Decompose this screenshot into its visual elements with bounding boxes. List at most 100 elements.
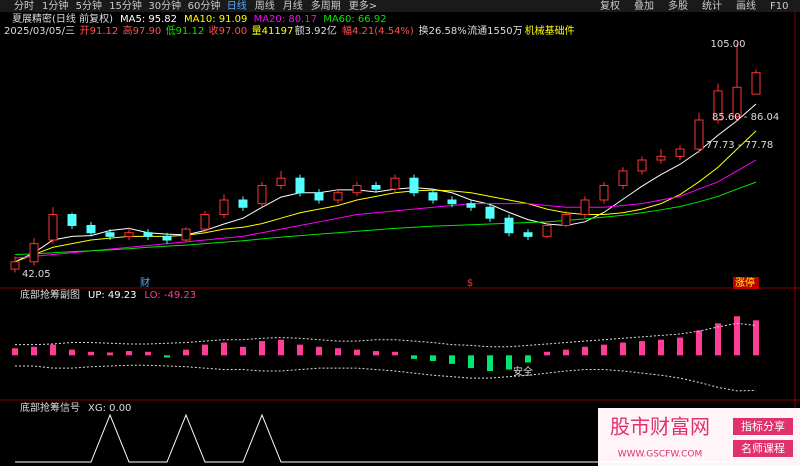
- candle-body: [219, 199, 229, 216]
- price-label: 85.60 - 86.04: [712, 112, 779, 123]
- legend-entry: MA20: 80.17: [254, 14, 317, 25]
- candle-body: [10, 261, 20, 270]
- indicator-bar: [392, 351, 398, 356]
- event-marker: 涨停: [735, 276, 755, 289]
- candle-body: [29, 243, 39, 263]
- candle-body: [713, 90, 723, 121]
- quote-item: 换26.58%: [419, 24, 467, 37]
- candle-body: [580, 199, 590, 216]
- period-tab[interactable]: 分时: [14, 0, 34, 12]
- toolbar-button[interactable]: 统计: [702, 0, 722, 12]
- indicator-bar: [468, 355, 474, 369]
- indicator-bar: [753, 320, 759, 356]
- candle-body: [675, 148, 685, 157]
- quote-item: 量41197: [252, 25, 294, 37]
- indicator-bar: [297, 344, 303, 356]
- toolbar-button[interactable]: 复权: [600, 0, 620, 12]
- candle-body: [162, 235, 172, 241]
- candle-body: [48, 214, 58, 241]
- period-tab[interactable]: 周线: [255, 0, 275, 12]
- indicator-bar: [278, 339, 284, 356]
- watermark-title: 股市财富网: [610, 415, 710, 439]
- period-tab[interactable]: 5分钟: [76, 0, 102, 12]
- toolbar-button[interactable]: 画线: [736, 0, 756, 12]
- indicator-bar: [715, 323, 721, 356]
- candle-body: [637, 159, 647, 172]
- candle-body: [124, 232, 134, 237]
- quote-item: 幅4.21(4.54%): [342, 24, 414, 37]
- candle-body: [67, 214, 77, 226]
- signal-line: [15, 413, 756, 463]
- candle-body: [352, 184, 362, 194]
- candle-body: [181, 228, 191, 241]
- candle-body: [485, 206, 495, 219]
- period-tab[interactable]: 15分钟: [109, 0, 142, 12]
- toolbar-button[interactable]: F10: [770, 1, 788, 12]
- watermark-url: WWW.GSCFW.COM: [618, 450, 703, 460]
- legend-entry: MA5: 95.82: [120, 14, 177, 25]
- period-tab[interactable]: 月线: [283, 0, 303, 12]
- legend-entry: MA60: 66.92: [323, 14, 386, 25]
- tag-box: [733, 418, 793, 435]
- toolbar: [0, 0, 800, 12]
- period-tab[interactable]: 30分钟: [148, 0, 181, 12]
- indicator-bar: [183, 349, 189, 356]
- candle-body: [143, 232, 153, 237]
- indicator-bar: [506, 355, 512, 370]
- period-tab[interactable]: 日线: [227, 0, 247, 12]
- indicator-bar: [373, 351, 379, 356]
- candle-body: [295, 177, 305, 194]
- indicator-bar: [145, 351, 151, 356]
- candle-body: [86, 224, 96, 234]
- stock-header: 夏展精密(日线 前复权): [12, 12, 113, 25]
- indicator-bar: [449, 355, 455, 364]
- indicator-bar: [544, 351, 550, 356]
- candle-body: [751, 72, 761, 95]
- watermark-tag[interactable]: 名师课程: [741, 441, 785, 455]
- indicator-bar: [677, 337, 683, 356]
- indicator-bar: [50, 344, 56, 356]
- period-tab[interactable]: 多周期: [311, 0, 341, 12]
- price-label: 77.73 - 77.78: [706, 140, 773, 151]
- indicator-bar: [126, 351, 132, 356]
- candle-body: [618, 170, 628, 186]
- candle-body: [447, 199, 457, 205]
- toolbar-button[interactable]: 叠加: [634, 0, 654, 12]
- legend-entry: UP: 49.23: [88, 290, 137, 301]
- indicator-bar: [734, 316, 740, 356]
- quote-date: 2025/03/05/三: [4, 26, 75, 37]
- ma-line: [14, 181, 757, 256]
- indicator-bar: [88, 351, 94, 356]
- indicator-bar: [639, 341, 645, 356]
- toolbar-button[interactable]: 多股: [668, 0, 688, 12]
- quote-item: 高97.90: [123, 24, 162, 37]
- candle-body: [523, 232, 533, 237]
- ma-line: [14, 159, 757, 259]
- candle-body: [314, 192, 324, 201]
- indicator-bar: [259, 341, 265, 356]
- indicator-bar: [335, 348, 341, 356]
- event-marker: 财: [140, 276, 150, 289]
- price-label: 105.00: [711, 39, 746, 50]
- indicator-bar: [487, 355, 493, 371]
- price-label: 42.05: [22, 269, 51, 280]
- marker-box: [733, 277, 759, 289]
- indicator-bar: [601, 344, 607, 356]
- legend-entry: XG: 0.00: [88, 403, 131, 414]
- indicator-bar: [221, 342, 227, 356]
- watermark-tag[interactable]: 指标分享: [741, 419, 785, 433]
- period-tab[interactable]: 更多>: [349, 0, 377, 12]
- quote-item: 机械基础件: [525, 24, 575, 37]
- candle-body: [333, 192, 343, 201]
- candle-body: [542, 224, 552, 237]
- quote-item: 开91.12: [80, 26, 119, 37]
- period-tab[interactable]: 1分钟: [42, 0, 68, 12]
- candle-body: [390, 177, 400, 190]
- period-tab[interactable]: 60分钟: [188, 0, 221, 12]
- candle-body: [257, 184, 267, 205]
- candle-body: [466, 203, 476, 208]
- candle-body: [428, 192, 438, 201]
- candle-body: [599, 184, 609, 201]
- candle-body: [238, 199, 248, 208]
